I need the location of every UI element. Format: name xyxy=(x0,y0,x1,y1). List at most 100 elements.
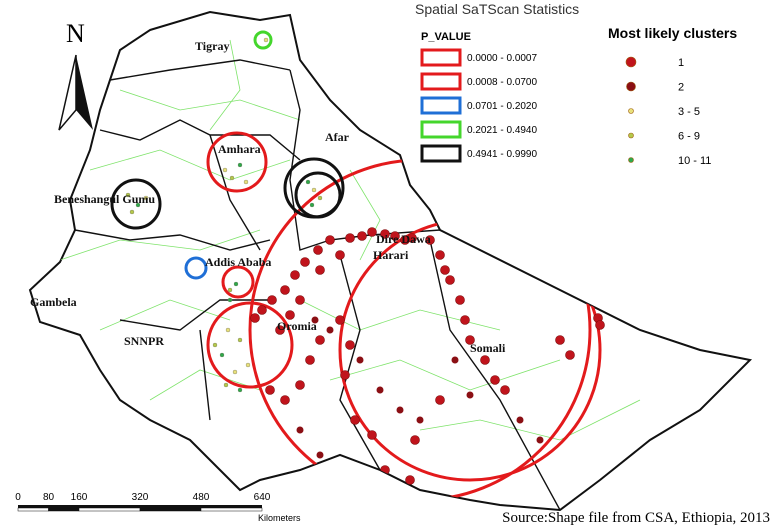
cluster-point xyxy=(335,315,345,325)
cluster-point xyxy=(500,385,510,395)
scale-segment xyxy=(78,507,141,512)
clusters-title: Most likely clusters xyxy=(608,25,737,41)
cluster-label: 6 - 9 xyxy=(678,131,700,143)
cluster-point xyxy=(280,285,290,295)
scale-segment xyxy=(139,507,202,512)
cluster-point xyxy=(237,387,243,393)
scale-unit: Kilometers xyxy=(258,513,301,523)
scale-segment xyxy=(200,507,263,512)
cluster-swatch xyxy=(628,108,634,114)
legend-title: Spatial SaTScan Statistics xyxy=(415,1,579,17)
cluster-point xyxy=(267,295,277,305)
arrow-half xyxy=(76,55,93,130)
cluster-points xyxy=(125,37,605,485)
p-value-swatch xyxy=(420,144,462,163)
cluster-point xyxy=(416,416,424,424)
arrow-half xyxy=(58,54,77,131)
region-boundaries xyxy=(74,59,561,510)
cluster-point xyxy=(295,380,305,390)
cluster-point xyxy=(357,231,367,241)
scale-tick-label: 480 xyxy=(193,492,210,503)
region-label: Harari xyxy=(373,248,409,262)
cluster-point xyxy=(129,209,135,215)
cluster-point xyxy=(405,475,415,485)
cluster-point xyxy=(243,179,249,185)
cluster-point xyxy=(490,375,500,385)
scale-segment xyxy=(48,505,79,508)
region-label: Somali xyxy=(470,341,506,355)
scale-segment xyxy=(201,505,262,508)
cluster-point xyxy=(223,382,229,388)
cluster-point xyxy=(316,451,324,459)
cluster-point xyxy=(225,327,231,333)
cluster-point xyxy=(390,231,400,241)
cluster-point xyxy=(125,192,131,198)
cluster-point xyxy=(300,257,310,267)
region-label: Tigray xyxy=(195,39,229,53)
cluster-point xyxy=(309,202,315,208)
cluster-swatch xyxy=(625,56,637,68)
cluster-point xyxy=(465,335,475,345)
cluster-point xyxy=(410,435,420,445)
cluster-point xyxy=(480,355,490,365)
cluster-swatch xyxy=(628,157,634,163)
cluster-point xyxy=(565,350,575,360)
scale-tick-label: 320 xyxy=(132,492,149,503)
p-value-title: P_VALUE xyxy=(421,31,471,43)
region-label: Dire Dawa xyxy=(376,232,431,246)
cluster-point xyxy=(237,337,243,343)
cluster-point xyxy=(376,386,384,394)
cluster-point xyxy=(232,369,238,375)
p-value-swatch xyxy=(420,120,462,139)
cluster-label: 10 - 11 xyxy=(678,155,711,167)
region-label: Gambela xyxy=(30,295,77,309)
cluster-point xyxy=(313,245,323,255)
scale-bar: 0 80 160 320 480 640 Kilometers xyxy=(15,492,301,523)
p-value-swatch xyxy=(420,96,462,115)
scale-segment xyxy=(79,505,140,508)
scale-segment xyxy=(18,505,49,508)
cluster-point xyxy=(340,370,350,380)
region-label: Amhara xyxy=(218,142,261,156)
cluster-point xyxy=(285,310,295,320)
cluster-point xyxy=(451,356,459,364)
cluster-point xyxy=(356,356,364,364)
cluster-point xyxy=(305,355,315,365)
cluster-point xyxy=(516,416,524,424)
cluster-point xyxy=(295,295,305,305)
cluster-point xyxy=(311,187,317,193)
cluster-point xyxy=(455,295,465,305)
cluster-point xyxy=(435,395,445,405)
cluster-point xyxy=(229,175,235,181)
p-value-label: 0.0008 - 0.0700 xyxy=(467,77,537,88)
cluster-point xyxy=(290,270,300,280)
cluster-point xyxy=(245,362,251,368)
cluster-label: 1 xyxy=(678,57,684,69)
cluster-swatch xyxy=(626,81,636,92)
p-value-label: 0.0000 - 0.0007 xyxy=(467,53,537,64)
region-labels: Tigray Afar Amhara Beneshangul Gumu Addi… xyxy=(30,39,506,355)
cluster-point xyxy=(233,281,239,287)
cluster-point xyxy=(367,227,377,237)
cluster-point xyxy=(250,313,260,323)
scale-tick-label: 80 xyxy=(43,492,55,503)
cluster-point xyxy=(445,275,455,285)
cluster-point xyxy=(326,326,334,334)
cluster-point xyxy=(345,340,355,350)
cluster-point xyxy=(345,233,355,243)
cluster-point xyxy=(555,335,565,345)
scale-segment xyxy=(140,505,201,508)
cluster-point xyxy=(212,342,218,348)
cluster-point xyxy=(595,320,605,330)
region-label: Beneshangul Gumu xyxy=(54,192,155,206)
cluster-point xyxy=(350,415,360,425)
p-value-swatch xyxy=(420,72,462,91)
cluster-label: 3 - 5 xyxy=(678,106,700,118)
cluster-point xyxy=(305,179,311,185)
cluster-point xyxy=(425,235,435,245)
cluster-point xyxy=(143,195,149,201)
p-value-label: 0.0701 - 0.2020 xyxy=(467,101,537,112)
cluster-point xyxy=(367,430,377,440)
cluster-point xyxy=(536,436,544,444)
p-value-label: 0.4941 - 0.9990 xyxy=(467,149,537,160)
